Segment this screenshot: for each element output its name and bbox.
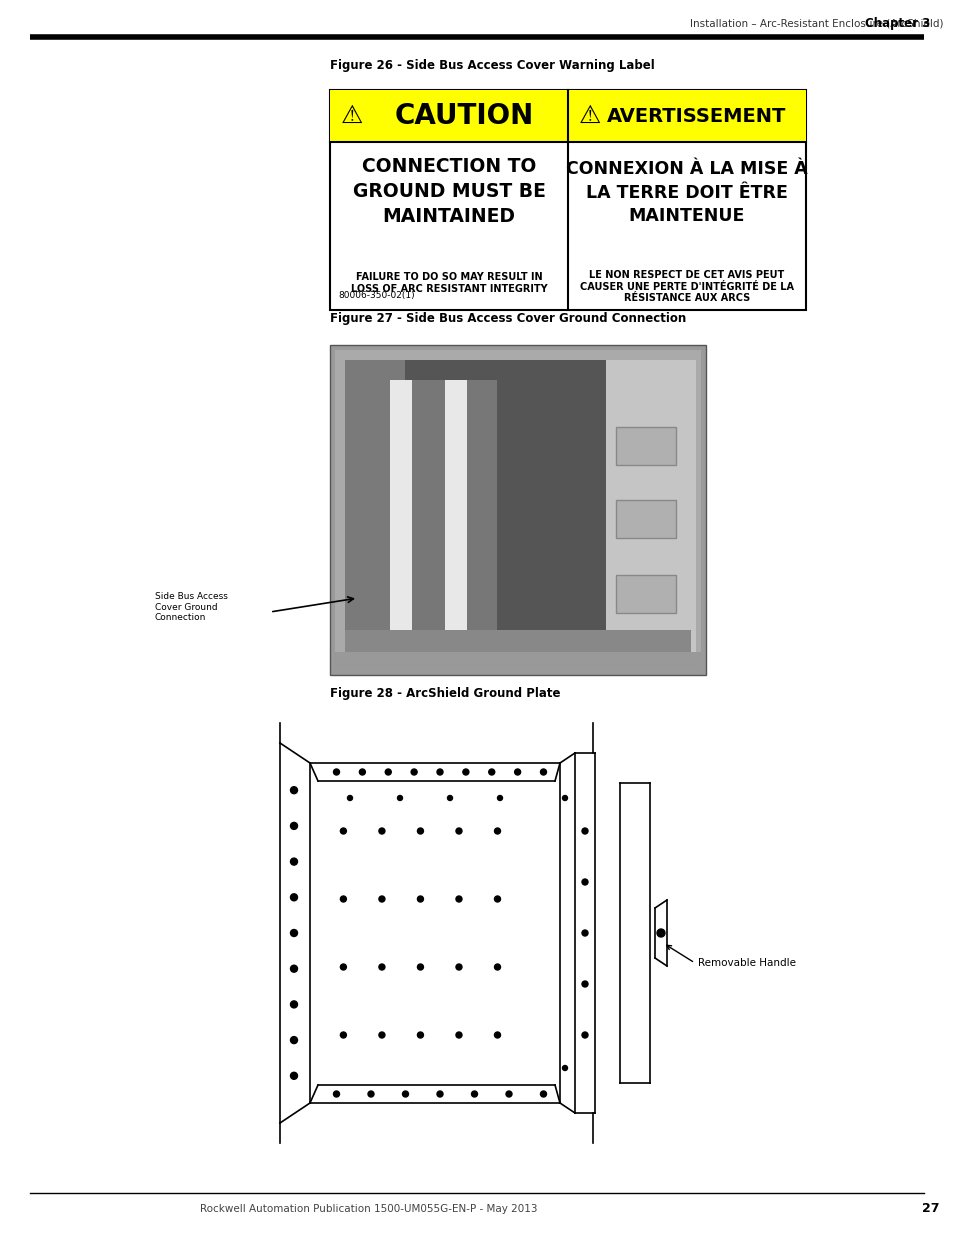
Text: CAUTION: CAUTION	[394, 103, 533, 130]
Circle shape	[291, 1000, 297, 1008]
Text: CONNEXION À LA MISE À
LA TERRE DOIT ÊTRE
MAINTENUE: CONNEXION À LA MISE À LA TERRE DOIT ÊTRE…	[565, 161, 807, 225]
Bar	[567, 90, 805, 142]
Circle shape	[497, 795, 502, 800]
Circle shape	[540, 769, 546, 776]
Text: ⚠: ⚠	[340, 104, 363, 128]
Circle shape	[462, 769, 468, 776]
Circle shape	[581, 1032, 587, 1037]
Bar	[345, 630, 690, 659]
Bar	[330, 345, 705, 676]
Circle shape	[291, 787, 297, 794]
Text: LE NON RESPECT DE CET AVIS PEUT
CAUSER UNE PERTE D'INTÉGRITÉ DE LA
RÉSISTANCE AU: LE NON RESPECT DE CET AVIS PEUT CAUSER U…	[579, 270, 793, 304]
Circle shape	[378, 827, 384, 834]
Text: Removable Handle: Removable Handle	[698, 958, 795, 968]
Circle shape	[359, 769, 365, 776]
Text: Figure 27 - Side Bus Access Cover Ground Connection: Figure 27 - Side Bus Access Cover Ground…	[330, 312, 685, 325]
Circle shape	[456, 827, 461, 834]
Circle shape	[436, 1091, 442, 1097]
Bar	[605, 359, 696, 659]
Bar	[467, 380, 497, 655]
Circle shape	[447, 795, 452, 800]
Circle shape	[456, 1032, 461, 1037]
Circle shape	[385, 769, 391, 776]
Circle shape	[417, 1032, 423, 1037]
Circle shape	[417, 827, 423, 834]
Circle shape	[411, 769, 416, 776]
Circle shape	[378, 965, 384, 969]
Circle shape	[581, 981, 587, 987]
Text: ⚠: ⚠	[578, 104, 600, 128]
Circle shape	[562, 1066, 567, 1071]
Circle shape	[334, 1091, 339, 1097]
Circle shape	[417, 897, 423, 902]
Circle shape	[340, 897, 346, 902]
Bar	[412, 380, 444, 655]
Circle shape	[488, 769, 495, 776]
Circle shape	[340, 1032, 346, 1037]
Circle shape	[581, 879, 587, 885]
Circle shape	[291, 823, 297, 830]
Circle shape	[291, 966, 297, 972]
Bar	[444, 380, 467, 655]
Circle shape	[291, 1036, 297, 1044]
Circle shape	[340, 827, 346, 834]
Bar	[390, 380, 412, 655]
Circle shape	[456, 897, 461, 902]
Circle shape	[494, 965, 500, 969]
Circle shape	[402, 1091, 408, 1097]
Text: Installation – Arc-Resistant Enclosure (ArcShield): Installation – Arc-Resistant Enclosure (…	[689, 19, 943, 28]
Circle shape	[494, 1032, 500, 1037]
Text: Rockwell Automation Publication 1500-UM055G-EN-P - May 2013: Rockwell Automation Publication 1500-UM0…	[200, 1204, 537, 1214]
Text: 27: 27	[922, 1203, 939, 1215]
Circle shape	[581, 930, 587, 936]
Bar	[616, 427, 676, 466]
Circle shape	[340, 965, 346, 969]
Text: AVERTISSEMENT: AVERTISSEMENT	[607, 106, 786, 126]
Text: FAILURE TO DO SO MAY RESULT IN
LOSS OF ARC RESISTANT INTEGRITY: FAILURE TO DO SO MAY RESULT IN LOSS OF A…	[351, 272, 547, 294]
Text: CONNECTION TO
GROUND MUST BE
MAINTAINED: CONNECTION TO GROUND MUST BE MAINTAINED	[353, 157, 545, 226]
Circle shape	[581, 827, 587, 834]
Circle shape	[494, 897, 500, 902]
Bar	[335, 350, 700, 671]
Circle shape	[436, 769, 442, 776]
Circle shape	[417, 965, 423, 969]
Circle shape	[514, 769, 520, 776]
Circle shape	[657, 929, 664, 937]
Circle shape	[505, 1091, 512, 1097]
Bar	[335, 652, 700, 671]
Text: Side Bus Access
Cover Ground
Connection: Side Bus Access Cover Ground Connection	[154, 592, 228, 622]
Bar	[616, 576, 676, 613]
Text: Figure 26 - Side Bus Access Cover Warning Label: Figure 26 - Side Bus Access Cover Warnin…	[330, 59, 654, 72]
Bar	[345, 359, 405, 659]
Circle shape	[562, 795, 567, 800]
Circle shape	[291, 858, 297, 864]
Circle shape	[347, 795, 352, 800]
Bar	[330, 90, 567, 142]
Circle shape	[456, 965, 461, 969]
Text: Chapter 3: Chapter 3	[863, 16, 929, 30]
Circle shape	[397, 795, 402, 800]
Text: Figure 28 - ArcShield Ground Plate: Figure 28 - ArcShield Ground Plate	[330, 687, 560, 700]
Circle shape	[291, 930, 297, 936]
Circle shape	[378, 1032, 384, 1037]
Circle shape	[540, 1091, 546, 1097]
Bar	[345, 359, 656, 659]
Bar	[616, 500, 676, 538]
Bar	[330, 345, 705, 676]
Circle shape	[471, 1091, 477, 1097]
Circle shape	[291, 894, 297, 900]
Bar	[330, 90, 805, 310]
Circle shape	[334, 769, 339, 776]
Circle shape	[368, 1091, 374, 1097]
Circle shape	[378, 897, 384, 902]
Circle shape	[494, 827, 500, 834]
Circle shape	[291, 1072, 297, 1079]
Text: 80006-350-02(1): 80006-350-02(1)	[337, 291, 415, 300]
